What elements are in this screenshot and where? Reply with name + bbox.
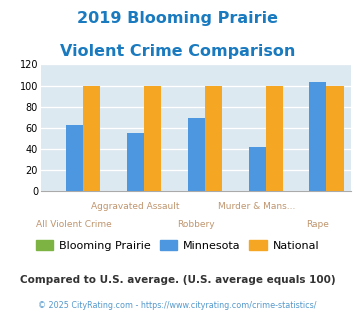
Bar	[248, 147, 266, 191]
Text: Aggravated Assault: Aggravated Assault	[91, 203, 180, 212]
Text: Rape: Rape	[306, 220, 329, 229]
Bar	[205, 85, 222, 191]
Bar	[310, 82, 327, 191]
Text: Compared to U.S. average. (U.S. average equals 100): Compared to U.S. average. (U.S. average …	[20, 275, 335, 285]
Text: 2019 Blooming Prairie: 2019 Blooming Prairie	[77, 11, 278, 26]
Bar	[327, 85, 344, 191]
Bar	[266, 85, 283, 191]
Text: All Violent Crime: All Violent Crime	[37, 220, 112, 229]
Legend: Blooming Prairie, Minnesota, National: Blooming Prairie, Minnesota, National	[31, 236, 324, 255]
Bar	[187, 118, 205, 191]
Text: © 2025 CityRating.com - https://www.cityrating.com/crime-statistics/: © 2025 CityRating.com - https://www.city…	[38, 301, 317, 310]
Bar	[127, 133, 144, 191]
Text: Robbery: Robbery	[178, 220, 215, 229]
Text: Violent Crime Comparison: Violent Crime Comparison	[60, 44, 295, 59]
Text: Murder & Mans...: Murder & Mans...	[218, 203, 296, 212]
Bar	[144, 85, 161, 191]
Bar	[83, 85, 100, 191]
Bar	[66, 125, 83, 191]
